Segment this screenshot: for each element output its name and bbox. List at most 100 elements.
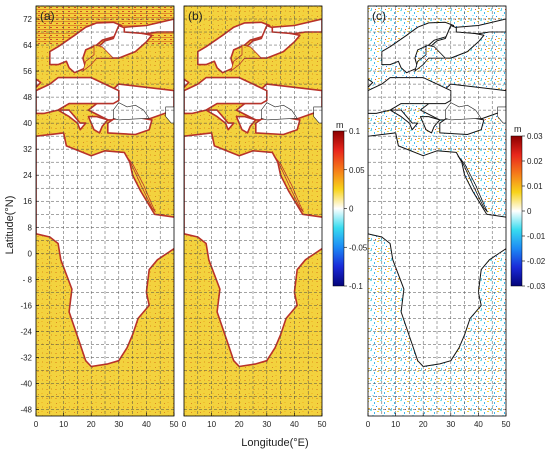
- y-tick-label: 0: [28, 249, 33, 258]
- panel-label-c: (c): [372, 9, 386, 23]
- landmass: [123, 18, 174, 35]
- colorbar-tick-label: 0.1: [349, 127, 361, 136]
- x-tick-label: 50: [170, 420, 179, 429]
- y-tick-label: -16: [20, 301, 32, 310]
- x-tick-label: 30: [114, 420, 123, 429]
- landmass: [419, 116, 441, 134]
- y-tick-label: -32: [20, 353, 32, 362]
- landmass: [235, 115, 257, 134]
- x-tick-label: 0: [182, 420, 187, 429]
- colorbar-difference: m 0.03 0.02 0.01 0 -0.01 -0.02 -0.03: [510, 124, 546, 291]
- colorbar-tick-label: -0.01: [527, 232, 546, 241]
- map-panel-a-grid: [36, 5, 174, 416]
- inland-sea: [457, 155, 488, 213]
- map-panel-a-field: [36, 6, 174, 416]
- black-sea-outline: [445, 102, 482, 121]
- colorbar-sea-level-ramp: [332, 130, 345, 287]
- x-tick-label: 20: [87, 420, 96, 429]
- landmass: [205, 109, 235, 131]
- landmass: [455, 18, 506, 35]
- x-tick-label: 50: [318, 420, 327, 429]
- colorbar-sea-level-unit: m: [336, 120, 344, 130]
- map-panel-c-field: [368, 6, 506, 416]
- x-tick-label: 20: [419, 420, 428, 429]
- landmass: [57, 109, 87, 131]
- map-panel-c: (c) 0 10 20 30 40 50: [366, 5, 511, 429]
- colorbar-tick-label: -0.05: [349, 243, 368, 252]
- colorbar-tick-label: 0.02: [527, 157, 543, 166]
- x-tick-label: 30: [446, 420, 455, 429]
- x-tick-label: 10: [207, 420, 216, 429]
- x-tick-label: 10: [391, 420, 400, 429]
- x-tick-label: 30: [262, 420, 271, 429]
- colorbar-tick-label: 0: [527, 207, 532, 216]
- landmass: [197, 21, 271, 74]
- y-tick-label: 32: [23, 145, 32, 154]
- landmass: [49, 21, 123, 74]
- colorbar-sea-level: m 0.1 0.05 0 -0.05 -0.1: [332, 120, 368, 291]
- x-tick-label: 0: [34, 420, 39, 429]
- landmass: [389, 109, 419, 131]
- y-tick-label: 8: [28, 223, 33, 232]
- black-sea-outline: [261, 102, 298, 121]
- colorbar-tick-label: -0.1: [349, 282, 363, 291]
- landmass: [184, 76, 268, 115]
- x-tick-label: 40: [290, 420, 299, 429]
- x-tick-label: 50: [502, 420, 511, 429]
- colorbar-tick-label: 0.05: [349, 166, 365, 175]
- colorbar-tick-label: 0.01: [527, 182, 543, 191]
- landmass: [368, 77, 452, 114]
- x-tick-label: 40: [474, 420, 483, 429]
- inland-sea: [273, 155, 304, 213]
- x-axis-title: Longitude(°E): [241, 437, 309, 449]
- landmass: [381, 21, 455, 74]
- x-tick-label: 40: [142, 420, 151, 429]
- map-panel-b: (b) 0 10 20 30 40 50: [182, 5, 327, 429]
- colorbar-difference-ramp: [510, 135, 523, 287]
- colorbar-difference-ticks: 0.03 0.02 0.01 0 -0.01 -0.02 -0.03: [522, 132, 546, 291]
- panel-label-a: (a): [40, 9, 55, 23]
- y-tick-label: 40: [23, 119, 32, 128]
- map-panel-c-xticks: 0 10 20 30 40 50: [366, 413, 511, 429]
- landmass: [36, 78, 42, 89]
- x-tick-label: 0: [366, 420, 371, 429]
- inland-sea: [125, 155, 156, 213]
- x-tick-label: 20: [235, 420, 244, 429]
- map-panel-b-frame: [183, 5, 323, 417]
- map-panel-a-frame: [35, 5, 175, 417]
- map-panel-c-grid: [368, 5, 506, 416]
- map-panel-a: (a) 0 10 20 30 40 50 72 64 56 48 40 32 24 16 8 0 - 8 -16…: [20, 5, 179, 429]
- y-tick-label: 72: [23, 15, 32, 24]
- y-tick-label: 64: [23, 41, 32, 50]
- colorbar-tick-label: -0.02: [527, 257, 546, 266]
- colorbar-tick-label: 0: [349, 205, 354, 214]
- map-panel-a-xticks: 0 10 20 30 40 50: [34, 413, 179, 429]
- landmass: [184, 78, 190, 89]
- y-tick-label: 56: [23, 67, 32, 76]
- map-panel-b-grid: [184, 5, 322, 416]
- colorbar-tick-label: 0.03: [527, 132, 543, 141]
- y-tick-label: -48: [20, 405, 32, 414]
- y-tick-label: -24: [20, 327, 32, 336]
- map-panel-c-frame: [367, 5, 507, 417]
- landmass: [36, 76, 120, 115]
- landmass: [87, 115, 109, 134]
- colorbar-difference-unit: m: [514, 124, 522, 134]
- panel-label-b: (b): [188, 9, 203, 23]
- map-panel-b-xticks: 0 10 20 30 40 50: [182, 413, 327, 429]
- y-tick-label: 16: [23, 197, 32, 206]
- y-tick-label: 24: [23, 171, 32, 180]
- colorbar-tick-label: -0.03: [527, 282, 546, 291]
- y-axis-title: Latitude(°N): [4, 195, 16, 255]
- y-tick-label: -40: [20, 379, 32, 388]
- map-panel-a-yticks: 72 64 56 48 40 32 24 16 8 0 - 8 -16 -24 -32 -40 -48: [20, 15, 39, 414]
- colorbar-sea-level-ticks: 0.1 0.05 0 -0.05 -0.1: [344, 127, 368, 291]
- landmass: [368, 78, 374, 88]
- y-tick-label: - 8: [23, 275, 33, 284]
- landmass: [271, 18, 322, 35]
- map-panel-b-field: [184, 6, 322, 416]
- black-sea-outline: [113, 102, 150, 121]
- x-tick-label: 10: [59, 420, 68, 429]
- y-tick-label: 48: [23, 93, 32, 102]
